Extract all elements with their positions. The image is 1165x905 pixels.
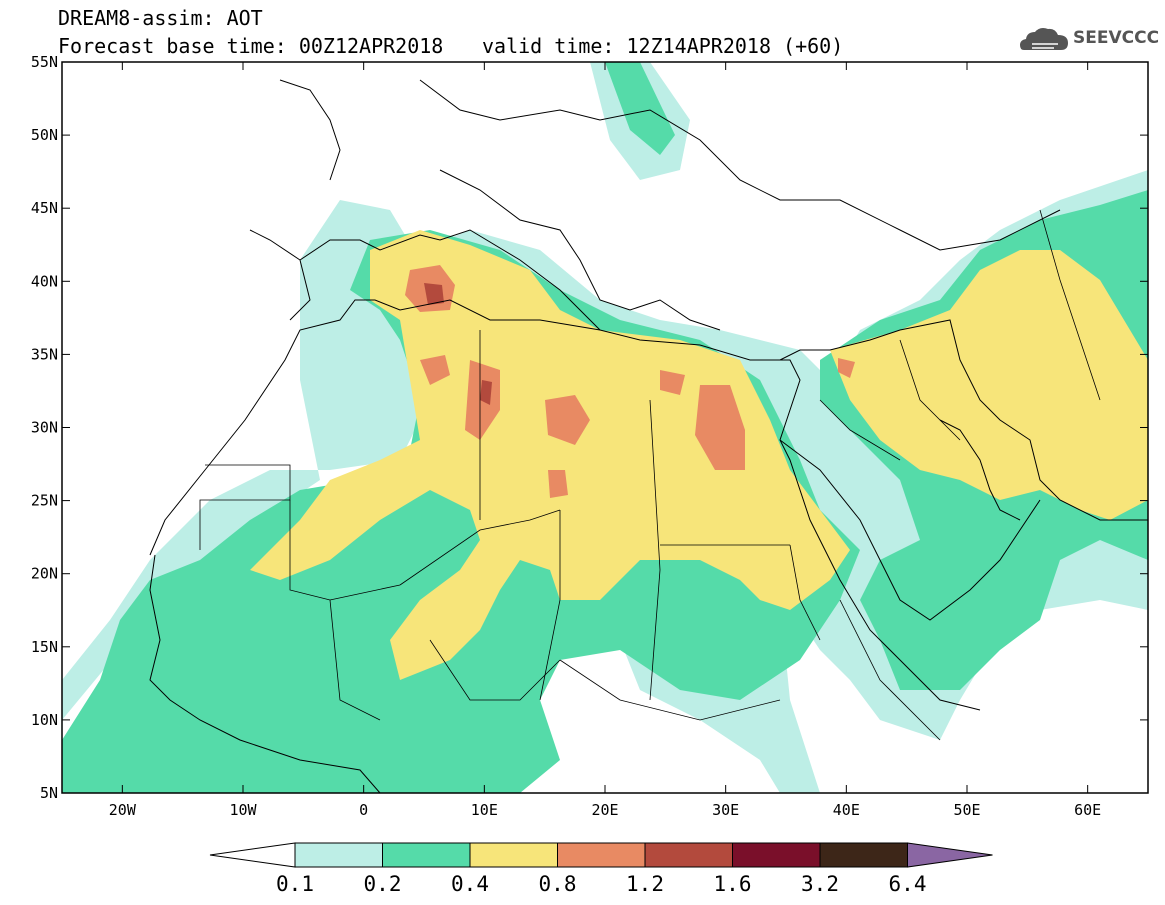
map-title: DREAM8-assim: AOT <box>58 6 263 30</box>
lon-tick-label: 0 <box>359 801 368 819</box>
colorbar-label: 3.2 <box>801 872 839 896</box>
aot-band-0-2-north <box>605 62 675 155</box>
logo-text: SEEVCCC <box>1073 28 1160 48</box>
cloud-icon <box>1020 28 1068 50</box>
lon-tick-label: 20W <box>109 801 137 819</box>
aot-band-0-8-d <box>545 395 590 445</box>
lat-tick-label: 5N <box>40 784 58 802</box>
aot-band-0-4 <box>250 230 850 680</box>
colorbar-swatch <box>732 842 821 868</box>
aot-band-0-8-f <box>548 470 568 498</box>
lon-tick-label: 10E <box>471 801 498 819</box>
longitude-axis: 20W 10W 0 10E 20E 30E 40E 50E 60E <box>109 62 1101 819</box>
forecast-base-time: Forecast base time: 00Z12APR2018 <box>58 34 444 58</box>
lon-tick-label: 20E <box>591 801 618 819</box>
lat-tick-label: 40N <box>31 272 58 290</box>
colorbar-over-arrow <box>907 842 993 868</box>
colorbar-swatch <box>819 842 908 868</box>
lon-tick-label: 30E <box>712 801 739 819</box>
lon-tick-label: 50E <box>953 801 980 819</box>
valid-time: valid time: 12Z14APR2018 (+60) <box>482 34 844 58</box>
lat-tick-label: 50N <box>31 126 58 144</box>
lat-tick-label: 45N <box>31 199 58 217</box>
lat-tick-label: 55N <box>31 53 58 71</box>
aot-band-1-2-b <box>480 380 492 405</box>
colorbar-swatch <box>557 842 646 868</box>
lat-tick-label: 35N <box>31 345 58 363</box>
colorbar-label: 1.2 <box>626 872 664 896</box>
colorbar-under-arrow <box>209 842 296 868</box>
country-borders <box>199 209 1101 741</box>
lat-tick-label: 30N <box>31 419 58 437</box>
lon-tick-label: 40E <box>833 801 860 819</box>
latitude-axis: 55N 50N 45N 40N 35N 30N 25N 20N 15N 10N 5N <box>31 53 1148 802</box>
colorbar-label: 6.4 <box>889 872 927 896</box>
aot-band-0-8-g <box>660 370 685 395</box>
colorbar-label: 1.6 <box>714 872 752 896</box>
colorbar-swatch <box>644 842 733 868</box>
lat-tick-label: 15N <box>31 638 58 656</box>
colorbar-swatch <box>294 842 383 868</box>
colorbar-label: 0.4 <box>451 872 489 896</box>
aot-band-0-4-east <box>830 250 1148 520</box>
aot-band-0-8-b <box>420 355 450 385</box>
colorbar-label: 0.2 <box>364 872 402 896</box>
aot-band-0-8-e <box>695 385 745 470</box>
aot-field <box>62 62 1148 793</box>
lat-tick-label: 10N <box>31 711 58 729</box>
lon-tick-label: 10W <box>229 801 257 819</box>
colorbar-swatch <box>469 842 558 868</box>
colorbar-label: 0.8 <box>539 872 577 896</box>
aot-band-1-2 <box>424 283 444 305</box>
coastlines <box>149 79 1148 793</box>
lat-tick-label: 25N <box>31 492 58 510</box>
colorbar: 0.1 0.2 0.4 0.8 1.2 1.6 3.2 6.4 <box>209 842 993 896</box>
lat-tick-label: 20N <box>31 565 58 583</box>
aot-band-0-8-h <box>838 358 855 378</box>
lon-tick-label: 60E <box>1074 801 1101 819</box>
colorbar-swatch <box>382 842 471 868</box>
colorbar-label: 0.1 <box>276 872 314 896</box>
